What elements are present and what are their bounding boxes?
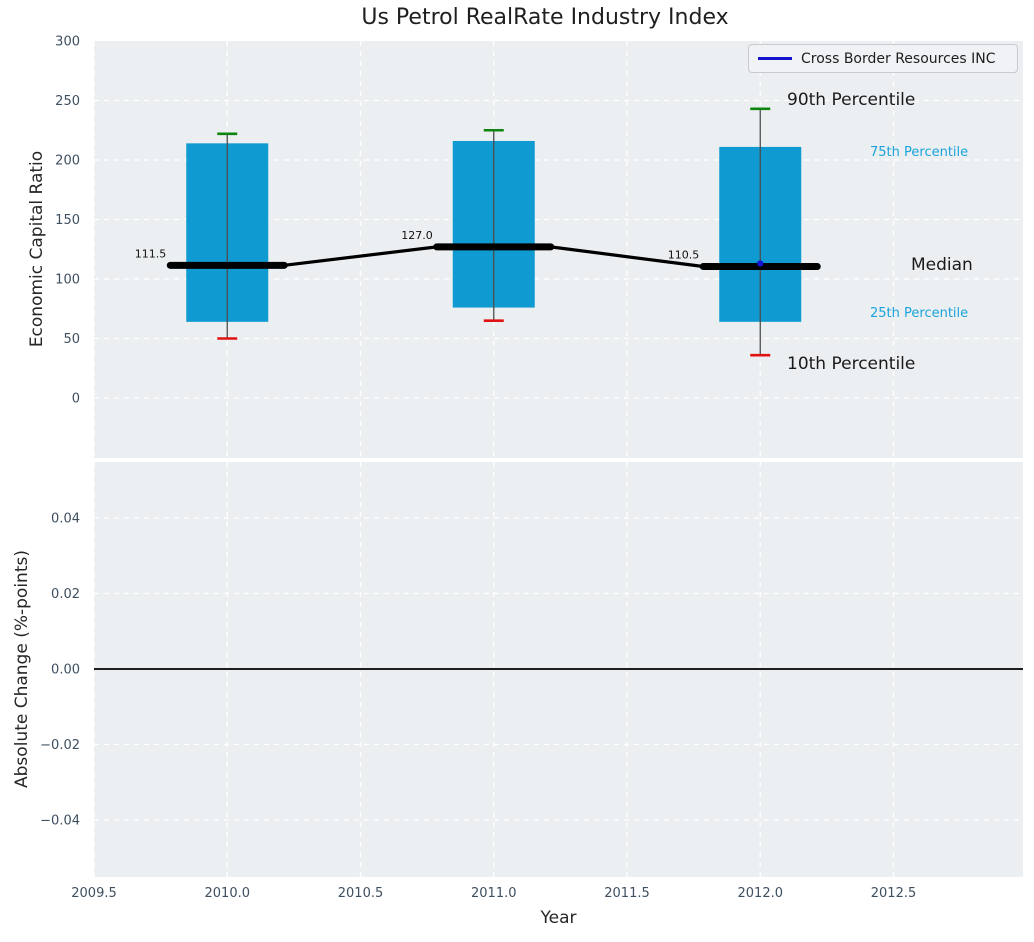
x-axis-label: Year xyxy=(540,908,577,928)
median-connector xyxy=(550,245,704,269)
annotation-25th-percentile: 25th Percentile xyxy=(870,306,969,321)
annotation-10th-percentile: 10th Percentile xyxy=(787,354,916,374)
x-tick-label: 2012.0 xyxy=(738,886,784,901)
bottom-y-tick-label: 0.02 xyxy=(51,587,80,602)
legend-line-sample xyxy=(758,57,792,60)
x-tick-label: 2010.0 xyxy=(205,886,251,901)
median-value-label-2012: 110.5 xyxy=(668,249,700,262)
x-tick-label: 2010.5 xyxy=(338,886,384,901)
x-tick-label: 2011.0 xyxy=(471,886,517,901)
top-y-axis-label: Economic Capital Ratio xyxy=(27,150,47,348)
bottom-y-tick-label: 0.00 xyxy=(51,663,80,678)
top-y-tick-label: 300 xyxy=(55,35,80,50)
annotation-75th-percentile: 75th Percentile xyxy=(870,145,969,160)
top-y-tick-label: 0 xyxy=(72,392,80,407)
chart-title: Us Petrol RealRate Industry Index xyxy=(361,5,729,30)
x-tick-label: 2011.5 xyxy=(604,886,650,901)
top-y-tick-label: 50 xyxy=(63,332,80,347)
top-y-tick-label: 100 xyxy=(55,273,80,288)
annotation-median: Median xyxy=(911,255,973,275)
bottom-y-tick-label: 0.04 xyxy=(51,512,80,527)
legend: Cross Border Resources INC xyxy=(748,44,1018,73)
legend-label: Cross Border Resources INC xyxy=(801,50,996,67)
bottom-y-tick-label: −0.04 xyxy=(40,814,80,829)
median-value-label-2011: 127.0 xyxy=(401,229,433,242)
median-connector xyxy=(284,245,437,267)
x-tick-label: 2009.5 xyxy=(71,886,117,901)
median-value-label-2010: 111.5 xyxy=(135,247,167,260)
bottom-y-axis-label: Absolute Change (%-points) xyxy=(12,550,32,788)
top-y-tick-label: 250 xyxy=(55,94,80,109)
bottom-y-tick-label: −0.02 xyxy=(40,738,80,753)
top-y-tick-label: 150 xyxy=(55,213,80,228)
annotation-90th-percentile: 90th Percentile xyxy=(787,90,916,110)
top-y-tick-label: 200 xyxy=(55,154,80,169)
x-tick-label: 2012.5 xyxy=(871,886,917,901)
series-point xyxy=(757,260,764,267)
